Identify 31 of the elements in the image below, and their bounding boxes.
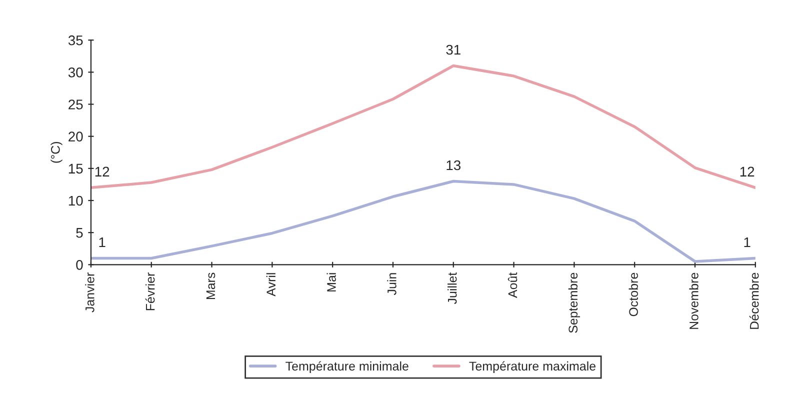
x-tick-label: Octobre	[628, 272, 638, 316]
y-tick-label: 10	[68, 196, 83, 206]
y-tick-label: 0	[76, 260, 83, 270]
y-tick-label: 5	[76, 228, 83, 238]
legend-label: Température maximale	[469, 361, 596, 374]
x-tick-label: Décembre	[749, 272, 759, 329]
y-tick-label: 35	[68, 35, 83, 46]
data-label: 12	[95, 166, 110, 176]
x-tick-label: Septembre	[568, 272, 580, 333]
data-label: 13	[446, 160, 460, 170]
y-tick-label: 20	[68, 132, 83, 142]
legend-label: Température minimale	[286, 361, 408, 374]
y-tick-label: 15	[68, 164, 83, 174]
data-label: 12	[740, 166, 754, 176]
x-tick-label: Juin	[387, 273, 396, 296]
x-tick-label: Avril	[266, 273, 276, 296]
data-label: 31	[446, 44, 460, 55]
y-tick-label: 30	[68, 68, 83, 78]
x-tick-label: Novembre	[689, 272, 698, 329]
y-axis-title: (°C)	[50, 142, 62, 163]
y-tick-label: 25	[68, 100, 83, 110]
x-tick-label: Mars	[206, 272, 216, 300]
line-series	[90, 180, 756, 263]
x-tick-label: Juillet	[448, 272, 457, 304]
x-tick-label: Août	[508, 272, 518, 298]
data-label: 1	[744, 237, 750, 248]
data-label: 1	[99, 237, 106, 248]
x-tick-label: Janvier	[85, 272, 94, 312]
x-tick-label: Mai	[326, 273, 336, 292]
x-tick-label: Février	[145, 272, 155, 310]
line-series	[90, 64, 756, 190]
